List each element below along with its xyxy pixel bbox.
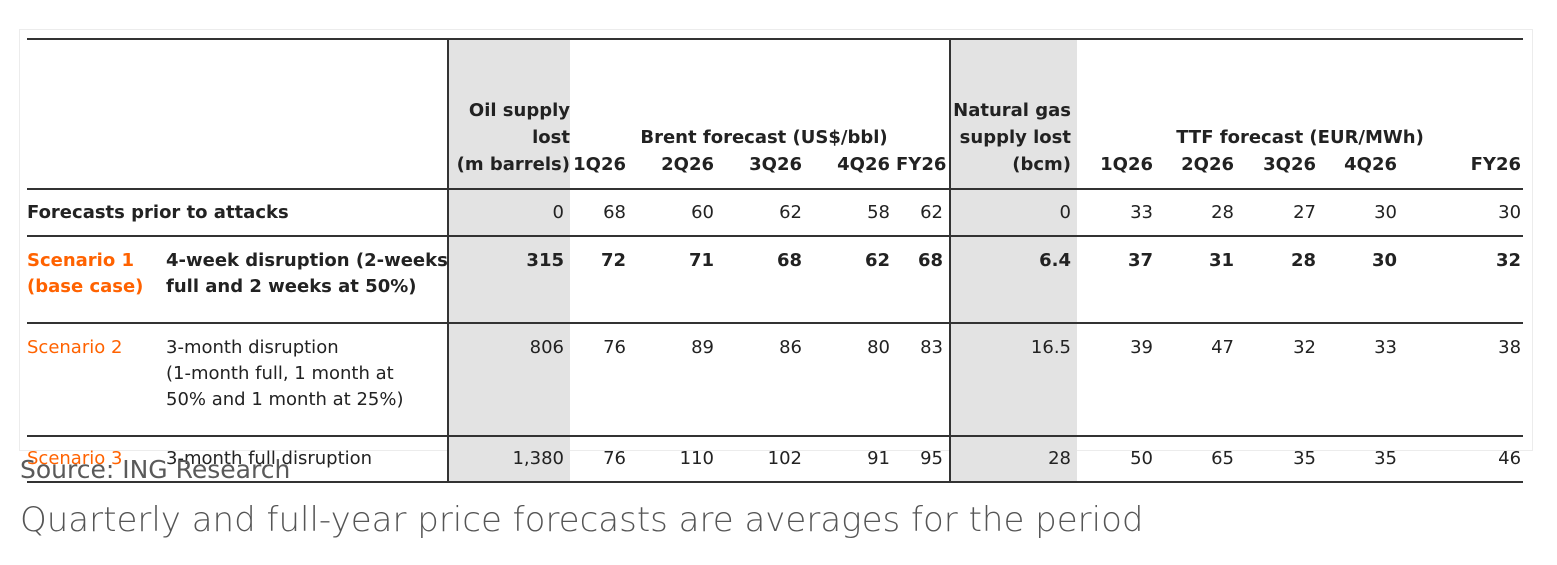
header-ttf-1q26: 1Q26 xyxy=(1100,154,1153,175)
ttf-fy26-value: 38 xyxy=(1403,323,1524,437)
table-row: Forecasts prior to attacks 0 68 60 62 58… xyxy=(27,189,1524,237)
gas-supply-value: 28 xyxy=(949,436,1077,483)
brent-2q26-value: 60 xyxy=(632,189,720,237)
header-gas-supply-lost: Natural gas supply lost (bcm) xyxy=(949,38,1077,190)
header-brent-2q26: 2Q26 xyxy=(661,154,714,175)
brent-3q26-value: 68 xyxy=(720,236,808,324)
header-brent-group: Brent forecast (US$/bbl) 2Q26 3Q26 4Q26 xyxy=(632,38,896,190)
ttf-1q26-value: 37 xyxy=(1077,236,1159,324)
ttf-3q26-value: 27 xyxy=(1240,189,1322,237)
ttf-fy26-value: 46 xyxy=(1403,436,1524,483)
ttf-fy26-value: 32 xyxy=(1403,236,1524,324)
ttf-1q26-value: 33 xyxy=(1077,189,1159,237)
scenario-label: Scenario 3 xyxy=(27,436,166,483)
header-ttf-3q26: 3Q26 xyxy=(1263,154,1316,175)
header-oil-supply-lost: Oil supply lost (m barrels) xyxy=(447,38,570,190)
scenario-label: Scenario 1 (base case) xyxy=(27,236,166,324)
ttf-1q26-value: 39 xyxy=(1077,323,1159,437)
header-ttf-group: TTF forecast (EUR/MWh) 1Q26 2Q26 3Q26 4Q… xyxy=(1077,38,1524,190)
ttf-4q26-value: 35 xyxy=(1322,436,1403,483)
ttf-2q26-value: 65 xyxy=(1159,436,1240,483)
ttf-2q26-value: 28 xyxy=(1159,189,1240,237)
brent-3q26-value: 86 xyxy=(720,323,808,437)
header-blank-cell xyxy=(27,38,448,190)
ttf-3q26-value: 35 xyxy=(1240,436,1322,483)
scenario-description: 4-week disruption (2-weeks full and 2 we… xyxy=(166,236,448,324)
ttf-fy26-value: 30 xyxy=(1403,189,1524,237)
brent-4q26-value: 91 xyxy=(808,436,896,483)
forecast-table: Oil supply lost (m barrels) 1Q26 Brent f… xyxy=(27,38,1524,483)
header-ttf-fy26: FY26 xyxy=(1470,154,1521,175)
brent-4q26-value: 58 xyxy=(808,189,896,237)
scenario-description: 3-month disruption (1-month full, 1 mont… xyxy=(166,323,448,437)
gas-supply-value: 0 xyxy=(949,189,1077,237)
brent-3q26-value: 62 xyxy=(720,189,808,237)
ttf-1q26-value: 50 xyxy=(1077,436,1159,483)
ttf-3q26-value: 28 xyxy=(1240,236,1322,324)
oil-supply-value: 0 xyxy=(447,189,570,237)
oil-supply-value: 1,380 xyxy=(447,436,570,483)
brent-fy26-value: 83 xyxy=(896,323,950,437)
ttf-2q26-value: 47 xyxy=(1159,323,1240,437)
brent-group-title: Brent forecast (US$/bbl) xyxy=(640,127,888,148)
brent-fy26-value: 95 xyxy=(896,436,950,483)
table-row: Scenario 3 3-month full disruption 1,380… xyxy=(27,436,1524,483)
header-brent-fy26: FY26 xyxy=(896,38,950,190)
ttf-group-title: TTF forecast (EUR/MWh) xyxy=(1176,127,1424,148)
brent-2q26-value: 71 xyxy=(632,236,720,324)
header-brent-1q26: 1Q26 xyxy=(570,38,632,190)
brent-1q26-value: 76 xyxy=(570,323,632,437)
brent-fy26-value: 62 xyxy=(896,189,950,237)
brent-1q26-value: 76 xyxy=(570,436,632,483)
caption: Quarterly and full-year price forecasts … xyxy=(20,500,1144,540)
header-ttf-2q26: 2Q26 xyxy=(1181,154,1234,175)
ttf-2q26-value: 31 xyxy=(1159,236,1240,324)
brent-3q26-value: 102 xyxy=(720,436,808,483)
source-note: Source: ING Research xyxy=(20,455,291,484)
brent-1q26-value: 72 xyxy=(570,236,632,324)
brent-2q26-value: 89 xyxy=(632,323,720,437)
header-ttf-4q26: 4Q26 xyxy=(1344,154,1397,175)
scenario-label: Scenario 2 xyxy=(27,323,166,437)
brent-fy26-value: 68 xyxy=(896,236,950,324)
brent-4q26-value: 80 xyxy=(808,323,896,437)
oil-supply-value: 806 xyxy=(447,323,570,437)
header-brent-4q26: 4Q26 xyxy=(837,154,890,175)
brent-1q26-value: 68 xyxy=(570,189,632,237)
brent-2q26-value: 110 xyxy=(632,436,720,483)
gas-supply-value: 16.5 xyxy=(949,323,1077,437)
ttf-4q26-value: 30 xyxy=(1322,189,1403,237)
row-label-prior-forecasts: Forecasts prior to attacks xyxy=(27,189,448,237)
ttf-3q26-value: 32 xyxy=(1240,323,1322,437)
ttf-4q26-value: 30 xyxy=(1322,236,1403,324)
oil-supply-value: 315 xyxy=(447,236,570,324)
ttf-4q26-value: 33 xyxy=(1322,323,1403,437)
gas-supply-value: 6.4 xyxy=(949,236,1077,324)
table-row: Scenario 2 3-month disruption (1-month f… xyxy=(27,323,1524,437)
table-header-row: Oil supply lost (m barrels) 1Q26 Brent f… xyxy=(27,38,1524,190)
header-brent-3q26: 3Q26 xyxy=(749,154,802,175)
scenario-description: 3-month full disruption xyxy=(166,436,448,483)
brent-4q26-value: 62 xyxy=(808,236,896,324)
table-row: Scenario 1 (base case) 4-week disruption… xyxy=(27,236,1524,324)
